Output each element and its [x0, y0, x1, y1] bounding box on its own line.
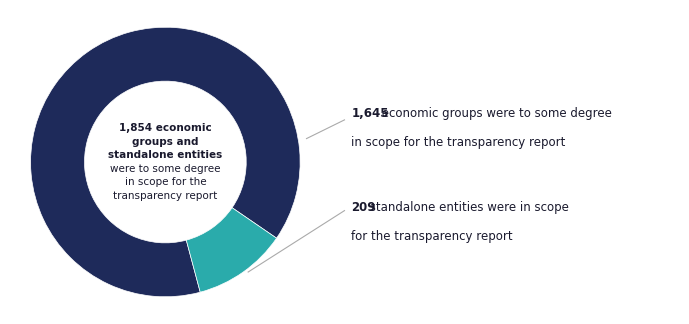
- Text: 209: 209: [351, 201, 376, 214]
- Text: standalone entities were in scope: standalone entities were in scope: [366, 201, 568, 214]
- Text: for the transparency report: for the transparency report: [351, 230, 513, 243]
- Wedge shape: [186, 208, 276, 292]
- Text: transparency report: transparency report: [113, 191, 218, 201]
- Text: economic groups were to some degree: economic groups were to some degree: [378, 107, 611, 120]
- Text: groups and: groups and: [132, 137, 198, 147]
- Wedge shape: [30, 27, 300, 297]
- Text: were to some degree: were to some degree: [110, 164, 220, 174]
- Text: in scope for the: in scope for the: [125, 177, 206, 187]
- Text: in scope for the transparency report: in scope for the transparency report: [351, 136, 566, 149]
- Text: 1,645: 1,645: [351, 107, 389, 120]
- Text: 1,854 economic: 1,854 economic: [119, 123, 212, 133]
- Text: standalone entities: standalone entities: [108, 150, 223, 160]
